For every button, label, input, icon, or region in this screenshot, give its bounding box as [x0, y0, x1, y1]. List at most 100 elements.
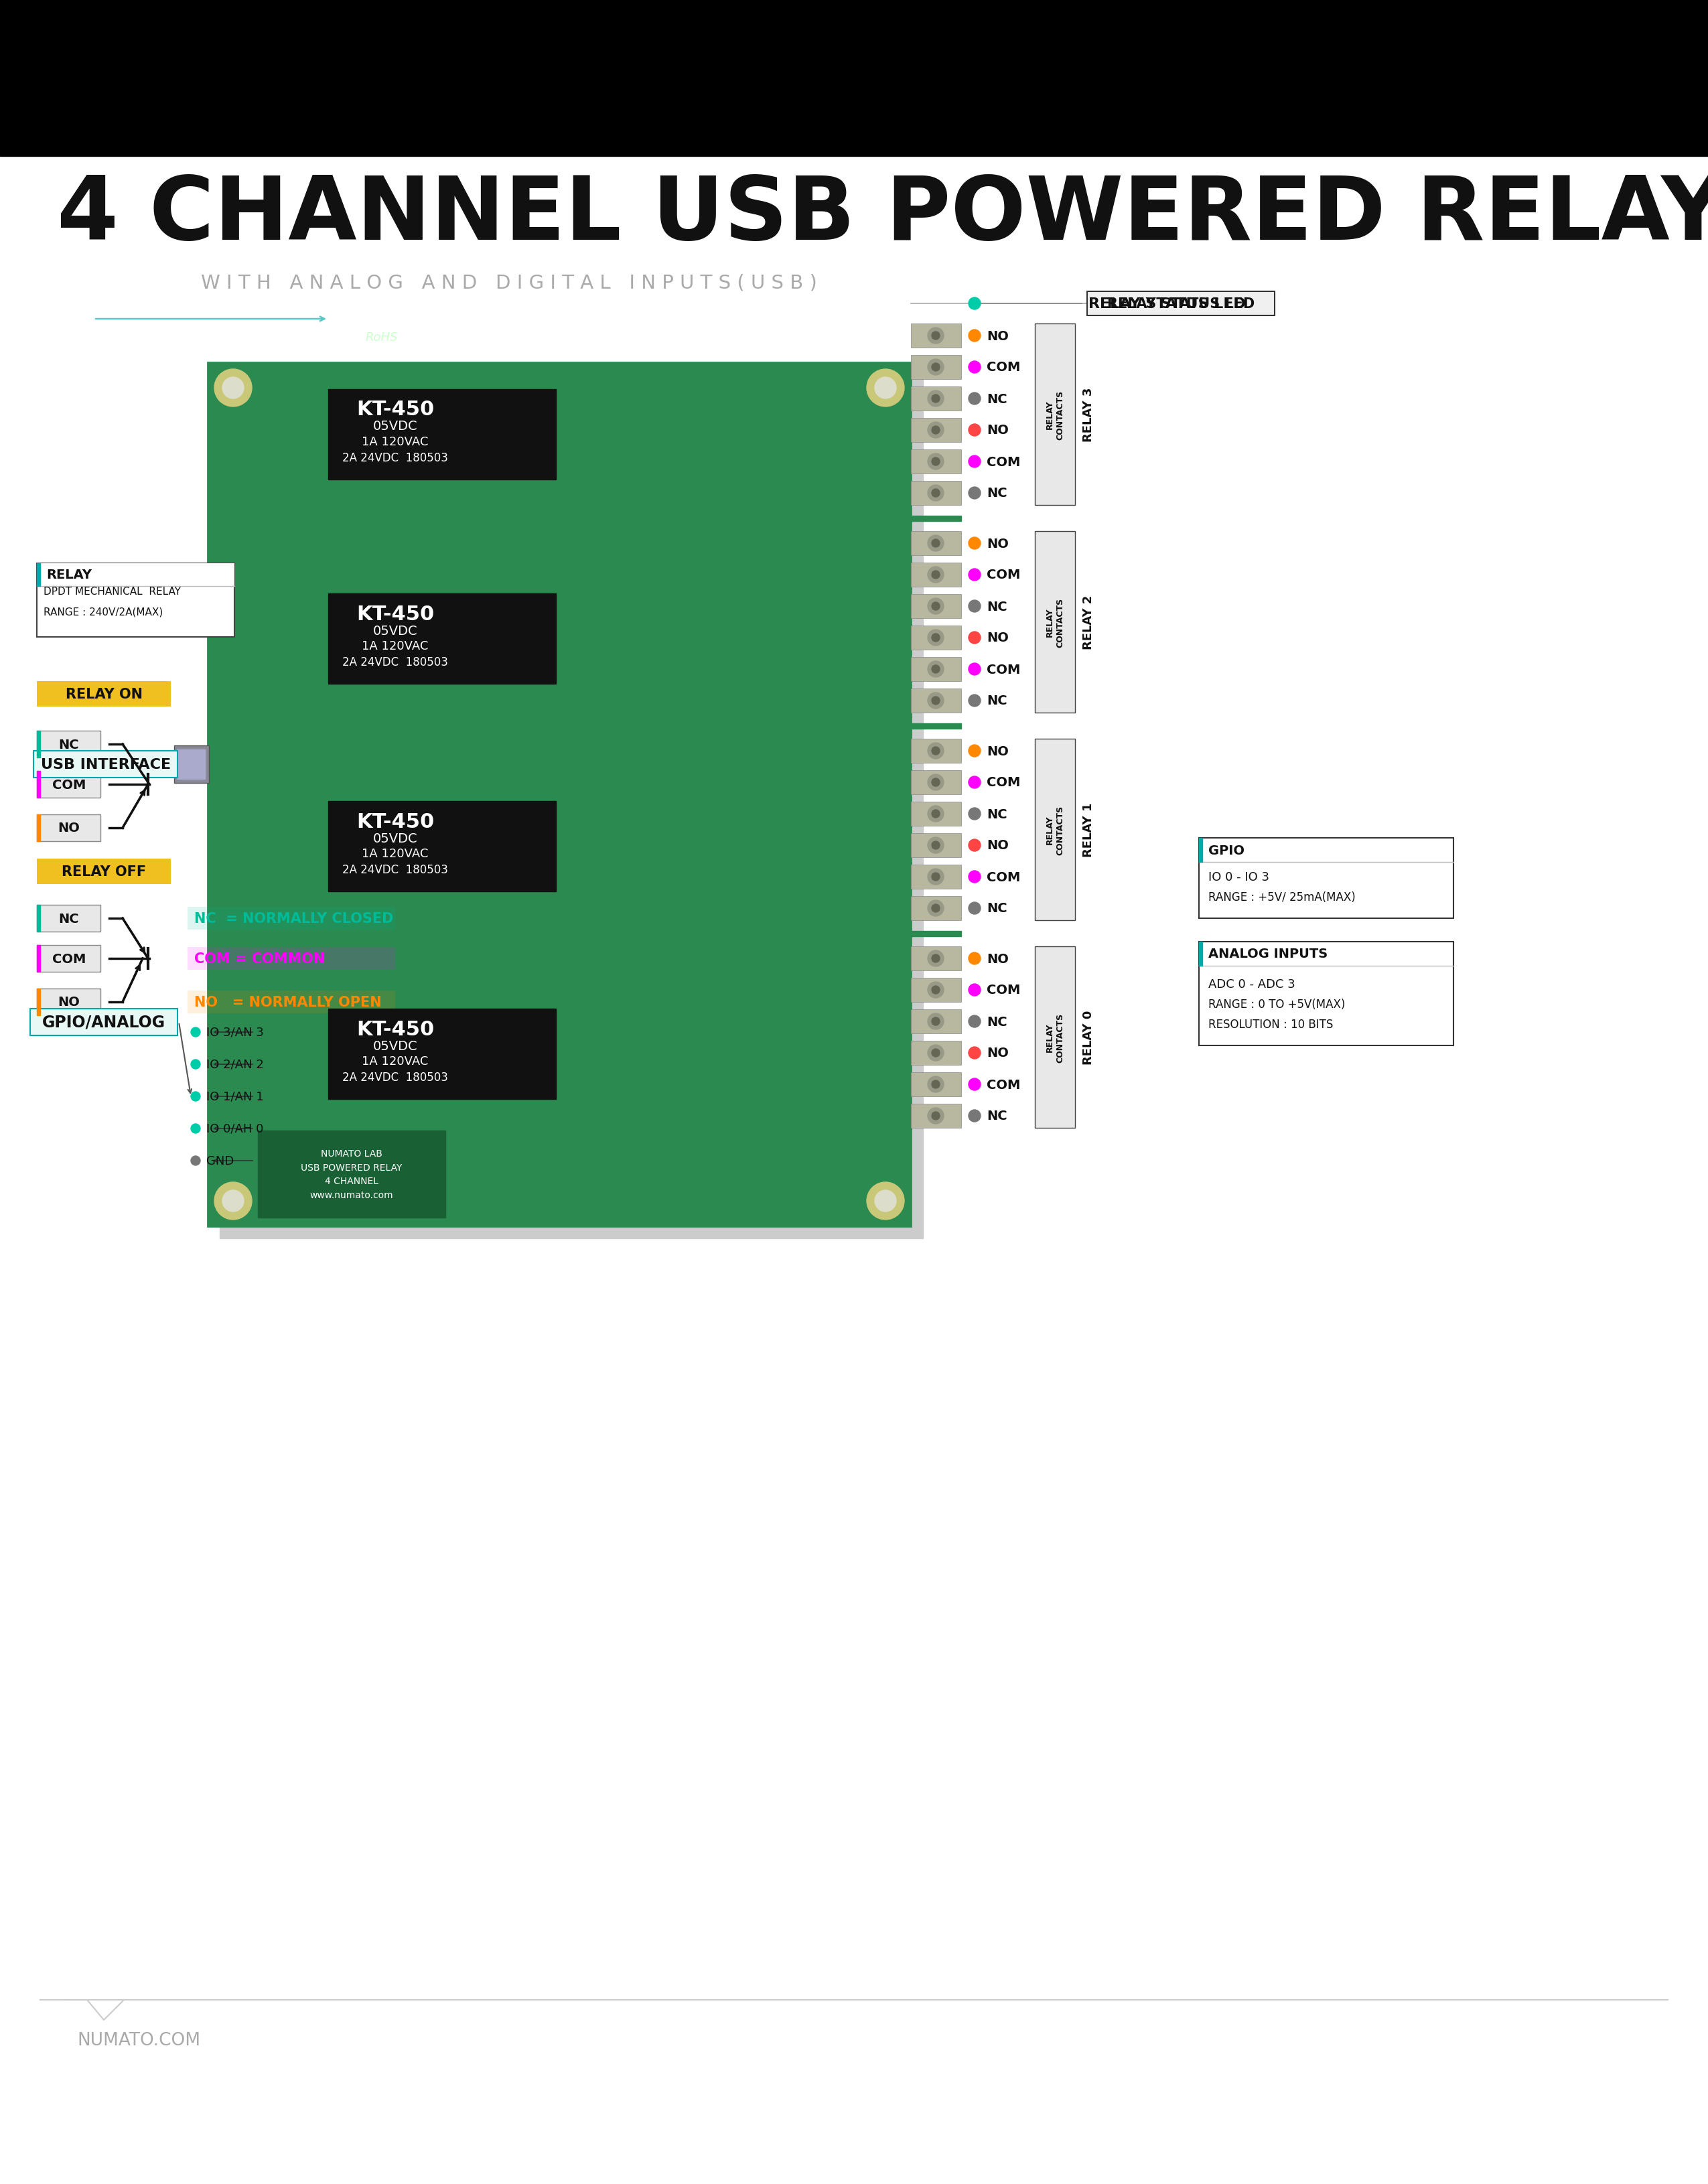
Circle shape [927, 328, 945, 345]
Text: RESOLUTION : 10 BITS: RESOLUTION : 10 BITS [1208, 1018, 1334, 1031]
Bar [910, 450, 962, 474]
Circle shape [931, 332, 939, 341]
Circle shape [214, 1182, 251, 1221]
Text: KT-450: KT-450 [357, 605, 434, 625]
Text: NO: NO [987, 952, 1009, 965]
Bar [208, 363, 910, 1227]
Text: KT-450: KT-450 [357, 1020, 434, 1040]
Bar [910, 356, 962, 380]
Text: RANGE : +5V/ 25mA(MAX): RANGE : +5V/ 25mA(MAX) [1208, 891, 1356, 904]
Bar [910, 480, 962, 505]
Text: NC: NC [987, 393, 1008, 406]
Bar [328, 594, 555, 684]
Bar [220, 376, 922, 1238]
Text: ANALOG INPUTS: ANALOG INPUTS [1208, 948, 1327, 961]
Text: 05VDC: 05VDC [372, 419, 417, 432]
Circle shape [927, 1046, 945, 1061]
Text: 2A 24VDC  180503: 2A 24VDC 180503 [342, 452, 447, 463]
Bar [910, 594, 962, 618]
Circle shape [931, 539, 939, 548]
Circle shape [927, 1107, 945, 1125]
Bar [31, 1009, 178, 1035]
Circle shape [927, 629, 945, 646]
Text: NC: NC [987, 1016, 1008, 1029]
Bar [910, 1105, 962, 1129]
Text: NO: NO [987, 839, 1009, 852]
Text: GPIO/ANALOG: GPIO/ANALOG [43, 1013, 166, 1031]
Circle shape [968, 695, 980, 708]
Text: 05VDC: 05VDC [372, 625, 417, 638]
Text: 1A 120VAC: 1A 120VAC [362, 1055, 429, 1068]
Bar [188, 992, 395, 1013]
Bar [0, 0, 1708, 157]
Text: GPIO: GPIO [1208, 843, 1245, 856]
Text: GND: GND [207, 1155, 234, 1166]
Text: RANGE : 240V/2A(MAX): RANGE : 240V/2A(MAX) [43, 607, 162, 616]
Text: RELAY 3: RELAY 3 [1083, 387, 1095, 441]
Bar [910, 865, 962, 889]
Text: NC: NC [987, 808, 1008, 821]
Bar [1199, 941, 1454, 1046]
Text: NO: NO [987, 745, 1009, 758]
Circle shape [927, 485, 945, 502]
Circle shape [968, 1016, 980, 1029]
Bar [910, 563, 962, 587]
Bar [34, 751, 178, 778]
Text: RELAY
CONTACTS: RELAY CONTACTS [1045, 806, 1064, 854]
Bar [910, 723, 962, 729]
Circle shape [968, 808, 980, 821]
Text: NC  = NORMALLY CLOSED: NC = NORMALLY CLOSED [195, 913, 393, 926]
Circle shape [927, 454, 945, 470]
Bar [258, 1131, 446, 1219]
Circle shape [968, 631, 980, 644]
Bar [910, 323, 962, 347]
Circle shape [931, 1081, 939, 1088]
Text: NC: NC [58, 738, 79, 751]
Circle shape [931, 395, 939, 404]
Circle shape [927, 1077, 945, 1092]
Circle shape [931, 1112, 939, 1120]
Circle shape [968, 1109, 980, 1123]
Circle shape [927, 869, 945, 885]
Text: COM: COM [987, 775, 1020, 788]
Bar [1035, 946, 1074, 1129]
Circle shape [874, 378, 897, 400]
Text: RELAY 2: RELAY 2 [1083, 594, 1095, 649]
Text: NO: NO [987, 631, 1009, 644]
Bar [910, 771, 962, 795]
Circle shape [931, 363, 939, 371]
Bar [174, 747, 208, 784]
Circle shape [931, 780, 939, 786]
Bar [38, 858, 171, 885]
Circle shape [866, 1182, 904, 1221]
Text: NC: NC [58, 913, 79, 926]
Circle shape [927, 692, 945, 710]
Circle shape [968, 456, 980, 467]
Circle shape [927, 1013, 945, 1029]
Text: RELAY ON: RELAY ON [65, 688, 142, 701]
Text: W I T H   A N A L O G   A N D   D I G I T A L   I N P U T S ( U S B ): W I T H A N A L O G A N D D I G I T A L … [202, 273, 816, 293]
Bar [1199, 941, 1202, 965]
Text: COM = COMMON: COM = COMMON [195, 952, 325, 965]
Text: NC: NC [987, 695, 1008, 708]
Text: NO: NO [58, 996, 80, 1009]
Circle shape [931, 747, 939, 756]
Bar [910, 895, 962, 922]
Text: RELAY 1: RELAY 1 [1083, 804, 1095, 856]
Bar [1086, 293, 1274, 317]
Circle shape [874, 1190, 897, 1212]
Bar [38, 563, 234, 587]
Text: 2A 24VDC  180503: 2A 24VDC 180503 [342, 863, 447, 876]
Text: RELAY
CONTACTS: RELAY CONTACTS [1045, 1013, 1064, 1061]
Text: COM: COM [987, 664, 1020, 675]
Bar [38, 815, 101, 841]
Text: 1A 120VAC: 1A 120VAC [362, 847, 429, 860]
Circle shape [931, 810, 939, 819]
Circle shape [968, 363, 980, 373]
Circle shape [931, 633, 939, 642]
Circle shape [866, 369, 904, 406]
Bar [38, 904, 41, 933]
Bar [188, 906, 395, 930]
Text: COM: COM [987, 456, 1020, 467]
Text: USB INTERFACE: USB INTERFACE [41, 758, 171, 771]
